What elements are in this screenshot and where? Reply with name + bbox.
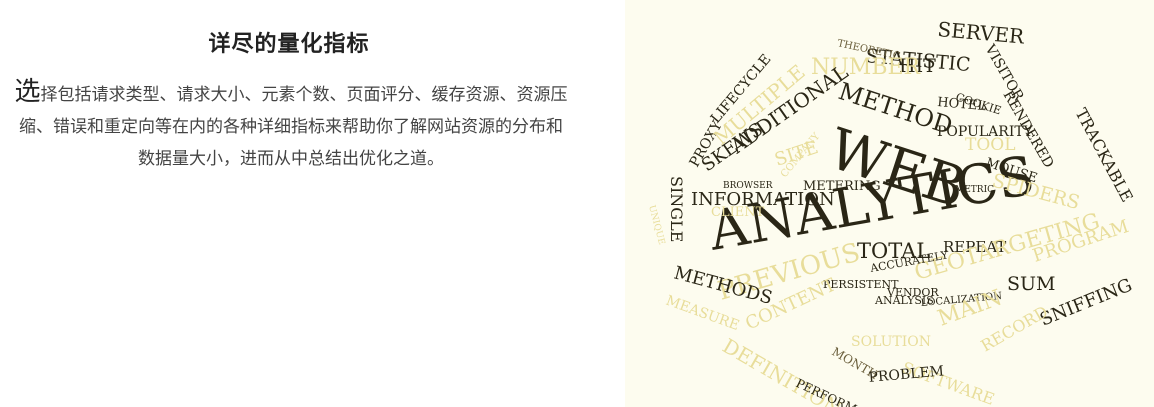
feature-text-panel: 详尽的量化指标 选择包括请求类型、请求大小、元素个数、页面评分、缓存资源、资源压… xyxy=(0,0,610,407)
cloud-word-client: CLIENT xyxy=(711,205,765,220)
cloud-word-solution: SOLUTION xyxy=(851,334,931,350)
drop-cap: 选 xyxy=(14,77,40,107)
web-analytics-word-cloud: ANALYTICS WEB SERVER STATISTIC VISITOR THEORE… xyxy=(625,0,1154,407)
cloud-word-single: SINGLE xyxy=(667,176,686,242)
cloud-word-sum: SUM xyxy=(1007,273,1055,295)
description-body: 择包括请求类型、请求大小、元素个数、页面评分、缓存资源、资源压缩、错误和重定向等… xyxy=(19,85,568,169)
cloud-word-tool: TOOL xyxy=(965,135,1016,155)
cloud-word-analysis: ANALYSIS xyxy=(874,294,934,307)
section-title: 详尽的量化指标 xyxy=(0,26,578,58)
cloud-word-metric: METRIC xyxy=(955,185,994,195)
section-description: 选择包括请求类型、请求大小、元素个数、页面评分、缓存资源、资源压缩、错误和重定向… xyxy=(12,76,570,175)
